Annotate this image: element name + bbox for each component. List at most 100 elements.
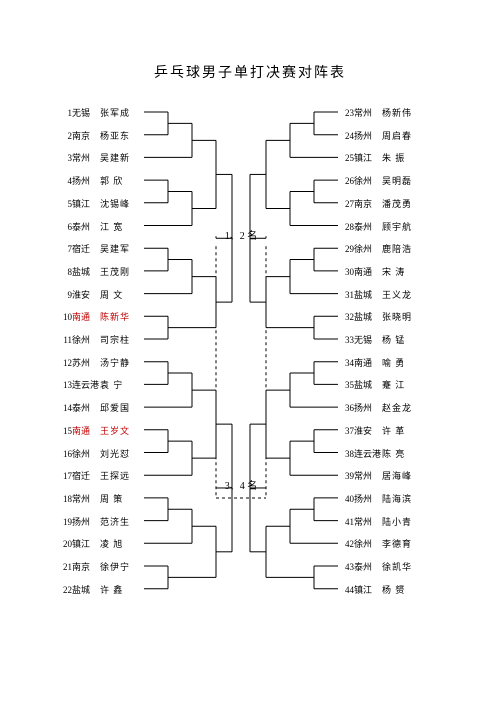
entry-num: 18 (58, 494, 72, 504)
entry-num: 41 (340, 517, 354, 527)
entry-loc: 徐州 (354, 242, 382, 255)
entry-name: 邱爱国 (100, 401, 130, 414)
left-entry: 15南通王岁文 (58, 424, 130, 437)
entry-num: 3 (58, 153, 72, 163)
entry-num: 16 (58, 449, 72, 459)
entry-name: 张军成 (100, 106, 130, 119)
entry-loc: 南京 (72, 129, 100, 142)
entry-loc: 宿迁 (72, 469, 100, 482)
left-entry: 6泰州江 宽 (58, 220, 123, 233)
left-entry: 13连云港袁 宁 (58, 378, 123, 391)
entry-loc: 盐城 (72, 583, 100, 596)
entry-loc: 盐城 (354, 288, 382, 301)
entry-num: 2 (58, 131, 72, 141)
entry-name: 李德育 (382, 537, 412, 550)
right-entry: 41常州陆小青 (340, 515, 412, 528)
entry-loc: 镇江 (354, 151, 382, 164)
entry-num: 42 (340, 539, 354, 549)
entry-loc: 淮安 (354, 424, 382, 437)
entry-name: 周启春 (382, 129, 412, 142)
entry-loc: 泰州 (72, 401, 100, 414)
entry-num: 19 (58, 517, 72, 527)
entry-loc: 泰州 (354, 560, 382, 573)
entry-num: 7 (58, 244, 72, 254)
left-entry: 8盐城王茂刚 (58, 265, 130, 278)
entry-loc: 常州 (72, 492, 100, 505)
left-entry: 11徐州司宗柱 (58, 333, 130, 346)
entry-num: 8 (58, 267, 72, 277)
entry-num: 21 (58, 562, 72, 572)
entry-num: 20 (58, 539, 72, 549)
entry-name: 鹿陪浩 (382, 242, 412, 255)
entry-name: 凌 旭 (100, 537, 123, 550)
entry-num: 31 (340, 290, 354, 300)
right-entry: 40扬州陆海滨 (340, 492, 412, 505)
entry-num: 11 (58, 335, 72, 345)
entry-num: 26 (340, 176, 354, 186)
entry-num: 22 (58, 585, 72, 595)
right-entry: 44镇江杨 赟 (340, 583, 405, 596)
entry-num: 33 (340, 335, 354, 345)
entry-name: 吴明磊 (382, 174, 412, 187)
entry-loc: 徐州 (72, 333, 100, 346)
entry-loc: 扬州 (72, 515, 100, 528)
entry-loc: 无锡 (72, 106, 100, 119)
entry-loc: 扬州 (354, 129, 382, 142)
right-entry: 25镇江朱 振 (340, 151, 405, 164)
left-entry: 3常州吴建新 (58, 151, 130, 164)
right-entry: 35盐城蹇 江 (340, 378, 405, 391)
entry-name: 王茂刚 (100, 265, 130, 278)
entry-name: 喻 勇 (382, 356, 405, 369)
entry-loc: 南京 (72, 560, 100, 573)
left-entry: 16徐州刘光怼 (58, 447, 130, 460)
entry-num: 25 (340, 153, 354, 163)
entry-name: 潘茂勇 (382, 197, 412, 210)
entry-num: 15 (58, 426, 72, 436)
entry-num: 38 (340, 449, 354, 459)
entry-name: 吴建军 (100, 242, 130, 255)
left-entry: 20镇江凌 旭 (58, 537, 123, 550)
entry-name: 陈新华 (100, 310, 130, 323)
entry-num: 39 (340, 471, 354, 481)
entry-name: 汤宁静 (100, 356, 130, 369)
entry-loc: 扬州 (354, 492, 382, 505)
entry-name: 许 革 (382, 424, 405, 437)
right-entry: 39常州居海峰 (340, 469, 412, 482)
right-entry: 31盐城王义龙 (340, 288, 412, 301)
entry-loc: 连云港 (354, 447, 382, 460)
entry-name: 袁 宁 (100, 378, 123, 391)
left-entry: 19扬州范济生 (58, 515, 130, 528)
entry-name: 陈 亮 (382, 447, 405, 460)
entry-loc: 徐州 (354, 537, 382, 550)
entry-name: 顾宇航 (382, 220, 412, 233)
entry-num: 4 (58, 176, 72, 186)
entry-num: 37 (340, 426, 354, 436)
right-entry: 24扬州周启春 (340, 129, 412, 142)
entry-loc: 南通 (72, 310, 100, 323)
entry-name: 蹇 江 (382, 378, 405, 391)
entry-num: 1 (58, 108, 72, 118)
entry-num: 36 (340, 403, 354, 413)
entry-loc: 南京 (354, 197, 382, 210)
left-entry: 22盐城许 鑫 (58, 583, 123, 596)
entry-name: 陆小青 (382, 515, 412, 528)
left-entry: 2南京杨亚东 (58, 129, 130, 142)
entry-name: 宋 涛 (382, 265, 405, 278)
entry-num: 40 (340, 494, 354, 504)
entry-loc: 镇江 (72, 197, 100, 210)
left-entry: 14泰州邱爱国 (58, 401, 130, 414)
entry-name: 杨 赟 (382, 583, 405, 596)
left-entry: 17宿迁王探远 (58, 469, 130, 482)
entry-loc: 淮安 (72, 288, 100, 301)
right-entry: 36扬州赵金龙 (340, 401, 412, 414)
entry-name: 王探远 (100, 469, 130, 482)
entry-num: 29 (340, 244, 354, 254)
entry-num: 23 (340, 108, 354, 118)
entry-num: 6 (58, 222, 72, 232)
entry-name: 杨新伟 (382, 106, 412, 119)
entry-num: 24 (340, 131, 354, 141)
entry-name: 沈锡峰 (100, 197, 130, 210)
entry-loc: 南通 (354, 265, 382, 278)
entry-name: 吴建新 (100, 151, 130, 164)
entry-num: 12 (58, 358, 72, 368)
